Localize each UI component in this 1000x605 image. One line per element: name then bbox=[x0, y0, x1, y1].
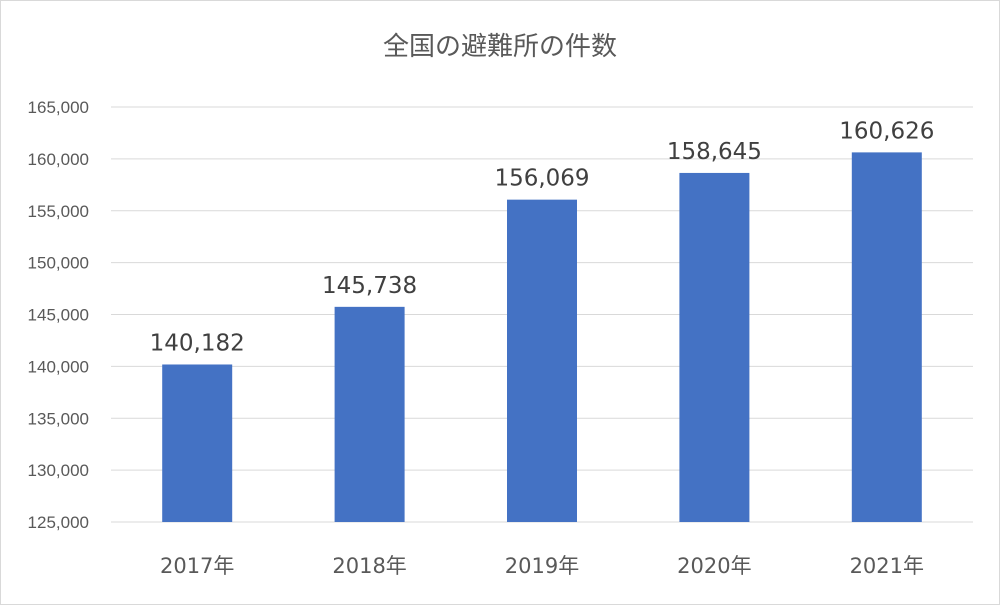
x-axis-labels: 2017年 2018年 2019年 2020年 2021年 bbox=[160, 554, 924, 578]
y-tick-label: 125,000 bbox=[28, 513, 89, 532]
y-tick-label: 145,000 bbox=[28, 306, 89, 325]
data-label: 140,182 bbox=[150, 330, 245, 356]
bar bbox=[507, 199, 577, 522]
bar bbox=[851, 152, 922, 522]
y-tick-label: 140,000 bbox=[28, 357, 89, 376]
y-tick-label: 135,000 bbox=[28, 409, 89, 428]
x-tick-label: 2018年 bbox=[332, 554, 406, 578]
bar bbox=[334, 306, 405, 522]
bar bbox=[162, 364, 233, 522]
x-tick-label: 2020年 bbox=[677, 554, 751, 578]
data-label: 156,069 bbox=[494, 166, 589, 192]
y-tick-label: 165,000 bbox=[28, 98, 89, 117]
chart-title: 全国の避難所の件数 bbox=[383, 32, 617, 62]
y-tick-label: 150,000 bbox=[28, 254, 89, 273]
bars bbox=[162, 152, 922, 523]
y-tick-label: 160,000 bbox=[28, 150, 89, 169]
bar bbox=[679, 172, 750, 523]
y-tick-label: 155,000 bbox=[28, 202, 89, 221]
x-tick-label: 2021年 bbox=[850, 554, 924, 578]
x-tick-label: 2019年 bbox=[505, 554, 579, 578]
y-tick-label: 130,000 bbox=[28, 461, 89, 480]
x-tick-label: 2017年 bbox=[160, 554, 234, 578]
data-label: 158,645 bbox=[667, 139, 762, 165]
data-labels: 140,182 145,738 156,069 158,645 160,626 bbox=[150, 118, 935, 356]
data-label: 145,738 bbox=[322, 273, 417, 299]
y-axis-labels: 125,000 130,000 135,000 140,000 145,000 150,0… bbox=[28, 98, 89, 532]
data-label: 160,626 bbox=[839, 118, 934, 144]
